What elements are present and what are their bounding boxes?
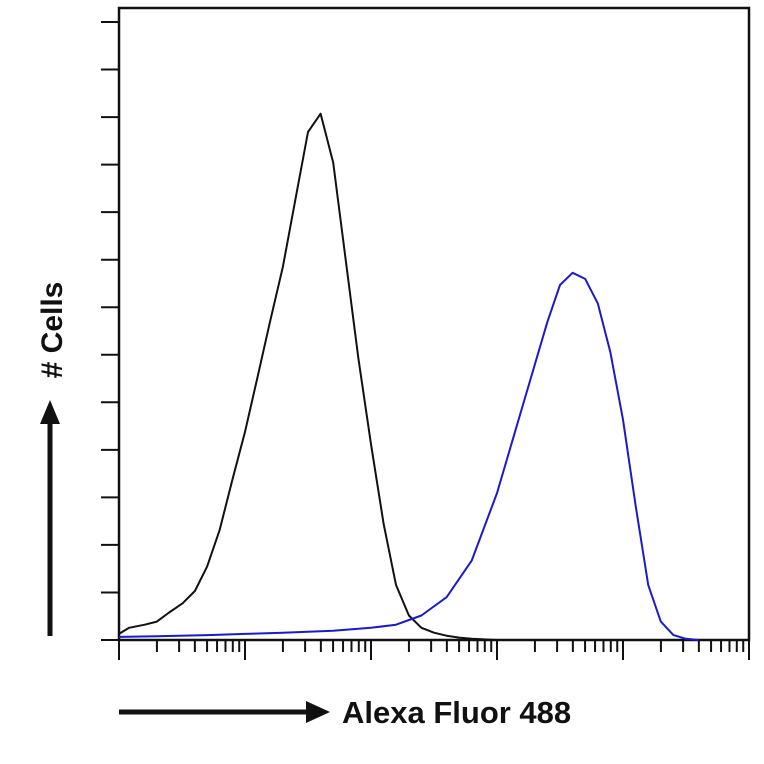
y-axis-arrow-head bbox=[40, 400, 60, 424]
x-axis-label-group: Alexa Fluor 488 bbox=[119, 695, 571, 730]
series-line-2 bbox=[118, 271, 699, 641]
series-group bbox=[118, 112, 699, 641]
plot-frame bbox=[117, 6, 751, 642]
y-axis-label-group: # Cells bbox=[36, 282, 69, 636]
x-axis-ticks bbox=[118, 640, 750, 660]
y-axis-ticks bbox=[101, 21, 119, 641]
y-axis-label: # Cells bbox=[36, 282, 69, 379]
series-line-1 bbox=[118, 112, 498, 641]
x-axis-arrow-head bbox=[306, 701, 330, 723]
x-axis-label: Alexa Fluor 488 bbox=[342, 695, 571, 730]
